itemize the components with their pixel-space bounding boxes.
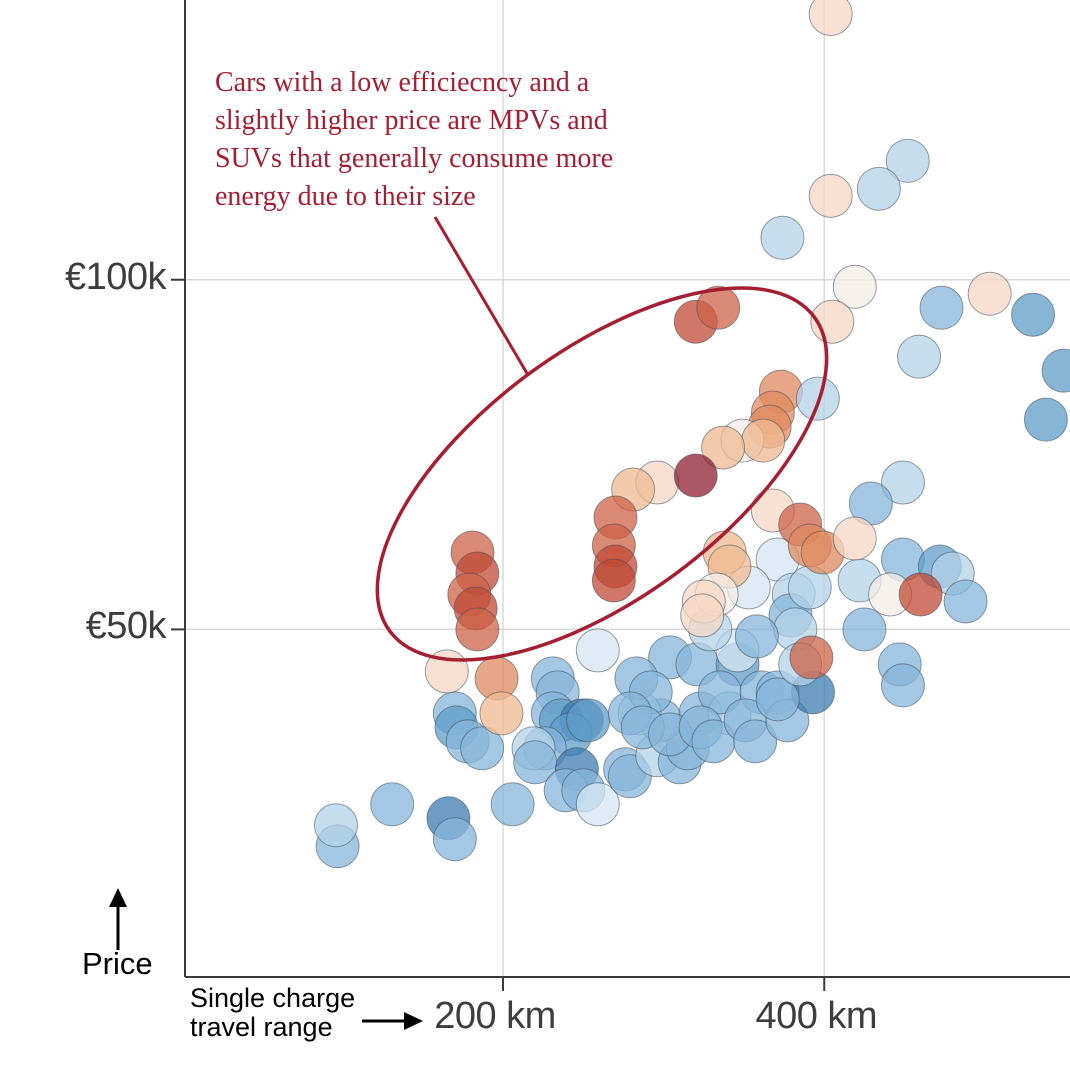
y-tick-label: €100k [64, 255, 167, 298]
scatter-point [591, 558, 636, 603]
scatter-point [370, 782, 415, 827]
scatter-point [479, 691, 524, 736]
y-axis-title: Price [82, 946, 153, 981]
scatter-point [1023, 397, 1068, 442]
scatter-point [967, 271, 1012, 316]
scatter-point [733, 719, 778, 764]
range-right-arrow-head [404, 1012, 423, 1030]
scatter-point [696, 285, 741, 330]
scatter-point [880, 663, 925, 708]
scatter-point [460, 726, 505, 771]
scatter-point [919, 285, 964, 330]
scatter-point [755, 677, 800, 722]
annotation-line-2: slightly higher price are MPVs and [215, 105, 608, 136]
scatter-point [701, 425, 746, 470]
scatter-point [680, 593, 725, 638]
scatter-point [808, 173, 853, 218]
scatter-point [897, 334, 942, 379]
scatter-point [490, 782, 535, 827]
scatter-point [432, 817, 477, 862]
scatter-point [842, 607, 887, 652]
scatter-point [856, 166, 901, 211]
scatter-point [880, 460, 925, 505]
axes [171, 0, 1070, 991]
callout-line [433, 216, 530, 376]
annotation-text: Cars with a low efficiecncy and a slightl… [215, 64, 715, 216]
scatter-point [575, 782, 620, 827]
x-axis-title-line2: travel range [190, 1012, 333, 1042]
scatter-point [566, 698, 611, 743]
axis-arrows [109, 888, 423, 1030]
scatter-point [808, 0, 853, 36]
scatter-point [885, 138, 930, 183]
price-up-arrow-head [109, 888, 127, 907]
scatter-point [575, 628, 620, 673]
scatter-point [741, 418, 786, 463]
scatter-point [760, 215, 805, 260]
scatter-point [943, 579, 988, 624]
x-tick-label: 200 km [434, 995, 556, 1037]
x-axis-title-line1: Single charge [190, 983, 356, 1013]
annotation-line-1: Cars with a low efficiecncy and a [215, 67, 590, 98]
scatter-points [313, 0, 1070, 869]
annotation-line-3: SUVs that generally consume more [215, 143, 614, 174]
scatter-point [1041, 348, 1070, 393]
scatter-point [734, 614, 779, 659]
scatter-point [832, 264, 877, 309]
scatter-point [673, 453, 718, 498]
scatter-point [832, 516, 877, 561]
scatter-point [1011, 292, 1056, 337]
scatter-point [455, 607, 500, 652]
x-tick-label: 400 km [755, 995, 878, 1037]
annotation-line-4: energy due to their size [215, 181, 476, 212]
scatter-point [789, 635, 834, 680]
scatter-point [898, 572, 943, 617]
annotation-shapes [375, 216, 829, 662]
x-axis-title: Single charge travel range [190, 984, 355, 1042]
y-tick-label: €50k [85, 605, 167, 648]
scatter-point [313, 803, 358, 848]
